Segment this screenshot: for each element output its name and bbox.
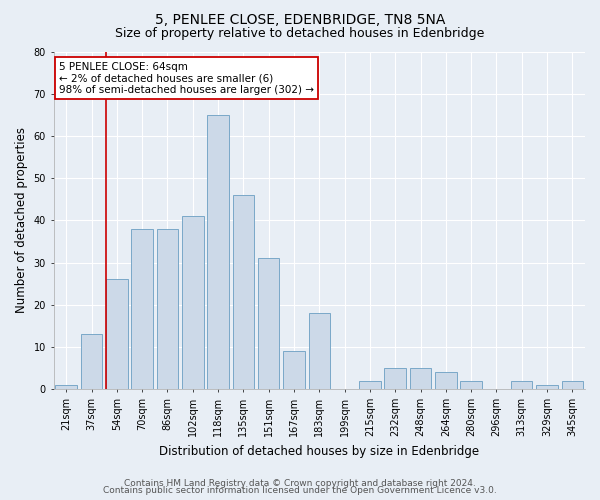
Bar bbox=[182, 216, 203, 389]
Bar bbox=[81, 334, 102, 389]
Bar bbox=[208, 115, 229, 389]
Text: Contains public sector information licensed under the Open Government Licence v3: Contains public sector information licen… bbox=[103, 486, 497, 495]
Bar bbox=[435, 372, 457, 389]
Bar bbox=[157, 229, 178, 389]
Text: Size of property relative to detached houses in Edenbridge: Size of property relative to detached ho… bbox=[115, 28, 485, 40]
Bar bbox=[283, 351, 305, 389]
Bar bbox=[55, 385, 77, 389]
Y-axis label: Number of detached properties: Number of detached properties bbox=[15, 128, 28, 314]
Bar bbox=[258, 258, 280, 389]
Text: 5 PENLEE CLOSE: 64sqm
← 2% of detached houses are smaller (6)
98% of semi-detach: 5 PENLEE CLOSE: 64sqm ← 2% of detached h… bbox=[59, 62, 314, 95]
Bar bbox=[511, 380, 532, 389]
Bar bbox=[536, 385, 558, 389]
Bar bbox=[410, 368, 431, 389]
Bar bbox=[460, 380, 482, 389]
Bar bbox=[359, 380, 380, 389]
Text: Contains HM Land Registry data © Crown copyright and database right 2024.: Contains HM Land Registry data © Crown c… bbox=[124, 478, 476, 488]
Bar bbox=[233, 195, 254, 389]
X-axis label: Distribution of detached houses by size in Edenbridge: Distribution of detached houses by size … bbox=[159, 444, 479, 458]
Bar bbox=[385, 368, 406, 389]
Bar bbox=[562, 380, 583, 389]
Bar bbox=[308, 313, 330, 389]
Bar bbox=[131, 229, 153, 389]
Bar bbox=[106, 280, 128, 389]
Text: 5, PENLEE CLOSE, EDENBRIDGE, TN8 5NA: 5, PENLEE CLOSE, EDENBRIDGE, TN8 5NA bbox=[155, 12, 445, 26]
